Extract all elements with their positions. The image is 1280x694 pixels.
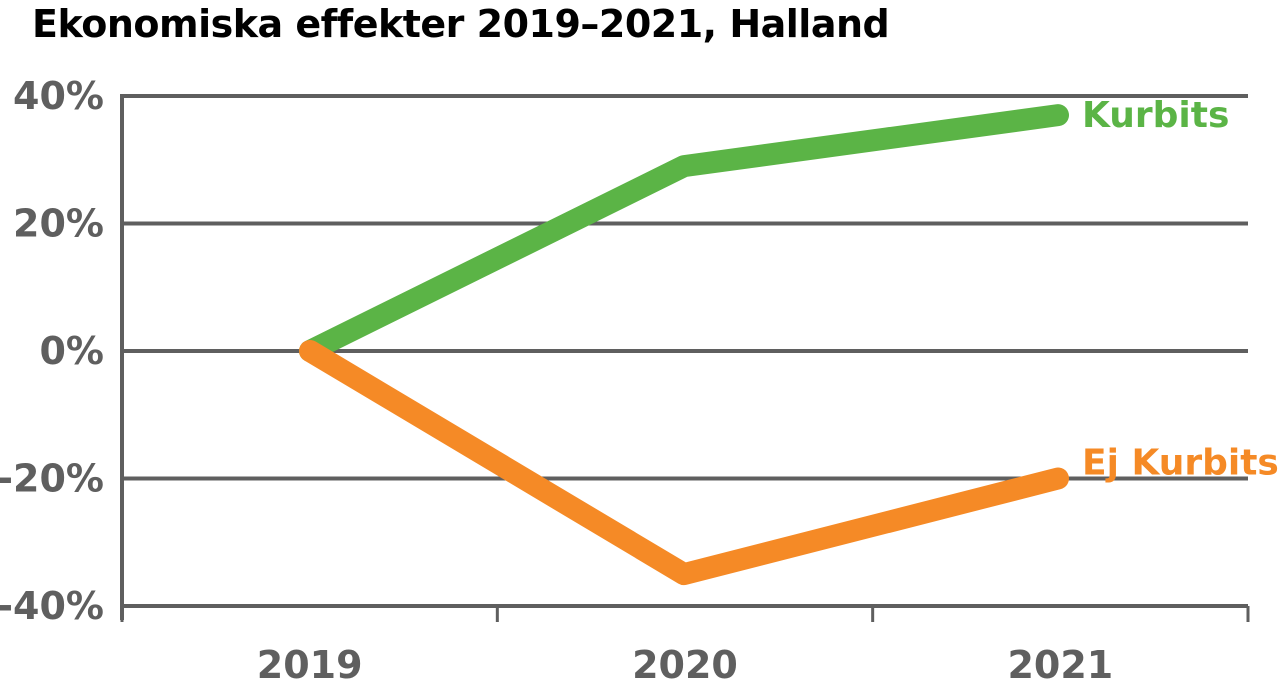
y-tick-label: 20% [13,202,104,246]
axes: 40% 20% 0% -20% -40% 2019 2020 2021 [0,74,1250,687]
x-tick-label: 2021 [1007,643,1113,687]
y-tick-label: 0% [39,329,104,373]
labels: Kurbits Ej Kurbits [1082,95,1279,483]
y-tick-label: -20% [0,457,104,501]
series-line-kurbits [299,104,1069,362]
series-lines [299,104,1069,586]
series-line-ej-kurbits [299,340,1069,586]
x-tick-label: 2019 [257,643,363,687]
series-label: Ej Kurbits [1082,443,1279,484]
chart-title: Ekonomiska effekter 2019–2021, Halland [32,2,890,46]
y-tick-label: 40% [13,74,104,118]
y-tick-label: -40% [0,584,104,628]
series-label: Kurbits [1082,95,1229,136]
x-tick-label: 2020 [632,643,738,687]
